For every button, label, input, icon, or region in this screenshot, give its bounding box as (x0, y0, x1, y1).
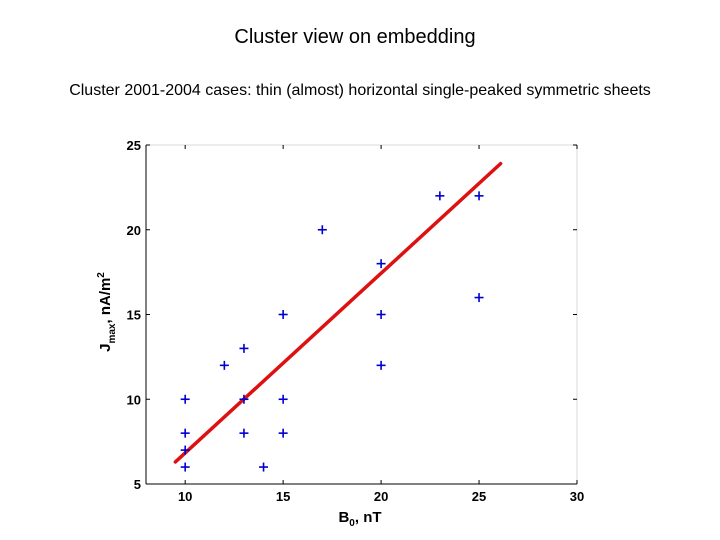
slide-subtitle: Cluster 2001-2004 cases: thin (almost) h… (69, 82, 651, 99)
y-tick-label: 10 (127, 392, 141, 407)
data-point (180, 428, 190, 438)
data-point (376, 360, 386, 370)
fit-line-group (173, 161, 503, 464)
data-point (239, 428, 249, 438)
data-points (180, 191, 484, 472)
y-axis-ticks: 5 10 15 20 25 (127, 138, 577, 492)
y-tick-label: 25 (127, 138, 141, 153)
y-axis-label-main: J (97, 344, 114, 352)
slide-title: Cluster view on embedding (234, 26, 476, 48)
x-tick-label: 30 (570, 489, 584, 504)
y-axis-label: Jmax, nA/m2 (96, 272, 118, 352)
y-axis-label-sup: 2 (96, 272, 107, 278)
data-point (376, 310, 386, 319)
data-point (180, 394, 190, 404)
x-axis-label-rest: , nT (355, 509, 382, 526)
data-point (376, 259, 386, 269)
data-point (278, 310, 288, 319)
x-axis-label-sub: 0 (349, 518, 355, 529)
x-tick-label: 15 (276, 489, 290, 504)
y-axis-label-sub: max (107, 323, 118, 343)
x-axis-label-main: B (338, 509, 349, 526)
data-point (317, 225, 327, 235)
data-point (259, 462, 269, 472)
x-axis-ticks: 10 15 20 25 30 (178, 145, 584, 504)
data-point (474, 191, 484, 201)
y-tick-label: 20 (127, 223, 141, 238)
y-tick-label: 15 (127, 308, 141, 323)
chart-axes (145, 144, 578, 485)
data-point (180, 462, 190, 472)
data-point (180, 445, 190, 455)
x-tick-label: 25 (472, 489, 486, 504)
data-point (278, 394, 288, 404)
y-tick-label: 5 (134, 477, 141, 492)
data-point (474, 293, 484, 303)
data-point (278, 428, 288, 438)
y-axis-label-rest: , nA/m (97, 278, 114, 324)
data-point (219, 360, 229, 370)
data-point (239, 343, 249, 353)
x-tick-label: 20 (374, 489, 388, 504)
data-point (239, 394, 249, 404)
fit-line (173, 161, 503, 464)
data-point (435, 191, 445, 201)
x-axis-label: B0, nT (338, 509, 381, 529)
x-tick-label: 10 (178, 489, 192, 504)
